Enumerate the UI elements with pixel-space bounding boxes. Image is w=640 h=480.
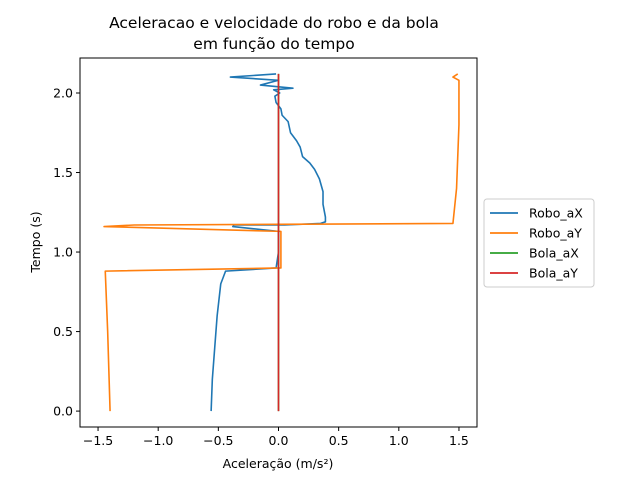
x-tick-label: 0.0 — [269, 433, 289, 448]
y-tick-label: 0.5 — [53, 324, 73, 339]
y-axis-label: Tempo (s) — [28, 211, 43, 273]
y-tick-label: 1.0 — [53, 245, 73, 260]
legend-frame — [483, 198, 595, 288]
legend-label: Robo_aY — [529, 226, 582, 241]
x-axis-ticks: −1.5 −1.0 −0.5 0.0 0.5 1.0 1.5 — [83, 427, 469, 448]
x-tick-label: 0.5 — [329, 433, 349, 448]
y-tick-label: 2.0 — [53, 85, 73, 100]
x-tick-label: 1.0 — [389, 433, 409, 448]
x-tick-label: −0.5 — [203, 433, 233, 448]
chart-title-line-2: em função do tempo — [193, 35, 354, 53]
chart-title-line-1: Aceleracao e velocidade do robo e da bol… — [109, 14, 439, 32]
plot-series — [103, 73, 460, 412]
y-tick-label: 1.5 — [53, 165, 73, 180]
x-tick-label: 1.5 — [449, 433, 469, 448]
legend-label: Bola_aX — [529, 246, 579, 261]
x-tick-label: −1.5 — [83, 433, 113, 448]
y-axis-ticks: 0.0 0.5 1.0 1.5 2.0 — [53, 85, 80, 419]
series-line-robo-ax — [210, 73, 327, 412]
x-tick-label: −1.0 — [143, 433, 173, 448]
legend-label: Bola_aY — [529, 266, 578, 281]
legend-label: Robo_aX — [529, 206, 583, 221]
x-axis-label: Aceleração (m/s²) — [223, 456, 334, 471]
series-line-robo-ay — [103, 73, 460, 412]
y-tick-label: 0.0 — [53, 404, 73, 419]
legend: Robo_aX Robo_aY Bola_aX Bola_aY — [483, 198, 595, 288]
